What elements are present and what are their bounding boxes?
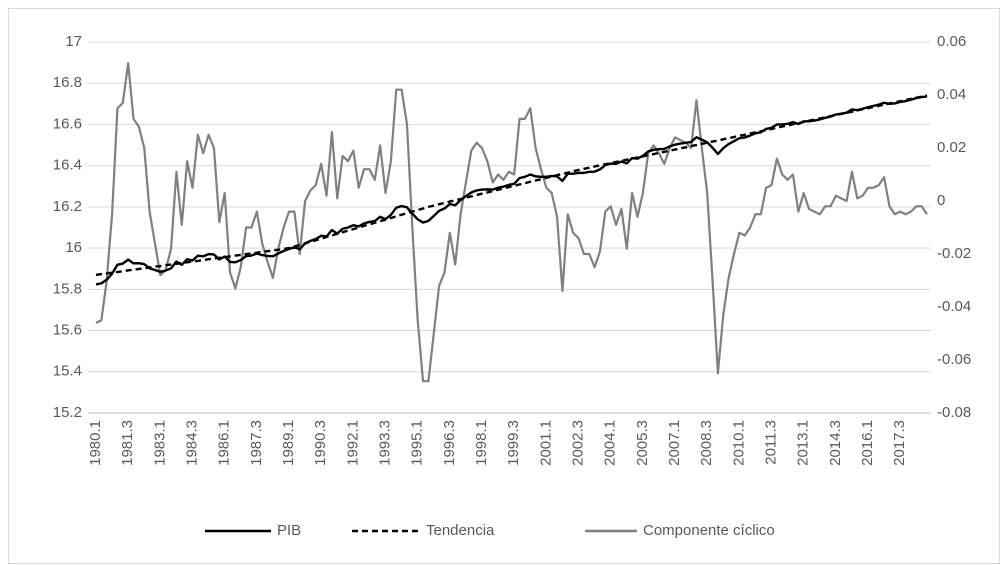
x-tick-label: 1999.3 — [505, 420, 522, 466]
y-tick-label: 16.6 — [53, 115, 82, 132]
x-tick-label: 2017.3 — [891, 420, 908, 466]
legend-label: Componente cíclico — [643, 522, 775, 539]
x-tick-label: 1990.3 — [312, 420, 329, 466]
series-line — [95, 95, 928, 286]
y-tick-label: 15.2 — [53, 404, 82, 421]
x-tick-label: 2001.1 — [537, 420, 554, 466]
legend-item: Tendencia — [352, 522, 495, 539]
x-tick-label: 2005.3 — [634, 420, 651, 466]
y2-tick-label: 0.06 — [937, 33, 966, 50]
y-tick-label: 15.8 — [53, 280, 82, 297]
series-line — [95, 62, 928, 383]
x-tick-label: 2011.3 — [762, 420, 779, 465]
y2-tick-label: 0.02 — [937, 139, 966, 156]
x-tick-label: 2002.3 — [569, 420, 586, 466]
x-tick-label: 2010.1 — [730, 420, 747, 466]
x-tick-label: 1986.1 — [216, 420, 233, 466]
y-tick-label: 16.4 — [53, 157, 82, 174]
y-tick-label: 16 — [65, 239, 82, 256]
y2-tick-label: -0.04 — [937, 298, 971, 315]
y-tick-label: 16.2 — [53, 198, 82, 215]
x-tick-label: 2016.1 — [859, 420, 876, 466]
y-tick-label: 17 — [65, 33, 82, 50]
y2-tick-label: -0.08 — [937, 404, 971, 421]
y-tick-label: 15.6 — [53, 322, 82, 339]
x-tick-label: 1981.3 — [119, 420, 136, 466]
x-tick-label: 1996.3 — [441, 420, 458, 466]
series-line — [95, 94, 928, 277]
x-tick-label: 1983.1 — [151, 420, 168, 466]
y2-tick-label: 0 — [937, 192, 945, 209]
y-tick-label: 15.4 — [53, 363, 82, 380]
x-tick-label: 1995.1 — [409, 420, 426, 466]
x-tick-label: 2007.1 — [666, 420, 683, 466]
legend-item: Componente cíclico — [585, 522, 775, 539]
x-tick-label: 1992.1 — [344, 420, 361, 466]
x-tick-label: 1993.3 — [376, 420, 393, 466]
x-tick-label: 2008.3 — [698, 420, 715, 466]
x-tick-label: 1998.1 — [473, 420, 490, 466]
x-tick-label: 2004.1 — [602, 420, 619, 466]
y-tick-label: 16.8 — [53, 74, 82, 91]
x-tick-label: 2013.1 — [795, 420, 812, 466]
legend-label: Tendencia — [426, 522, 495, 539]
x-tick-label: 1987.3 — [248, 420, 265, 466]
x-tick-label: 1989.1 — [280, 420, 297, 466]
x-tick-label: 1980.1 — [87, 420, 104, 466]
legend-label: PIB — [277, 522, 301, 539]
y2-tick-label: -0.02 — [937, 245, 971, 262]
x-tick-label: 1984.3 — [183, 420, 200, 466]
legend-item: PIB — [205, 522, 301, 539]
chart-frame — [8, 8, 1000, 564]
x-tick-label: 2014.3 — [827, 420, 844, 466]
y2-tick-label: -0.06 — [937, 351, 971, 368]
y2-tick-label: 0.04 — [937, 86, 966, 103]
